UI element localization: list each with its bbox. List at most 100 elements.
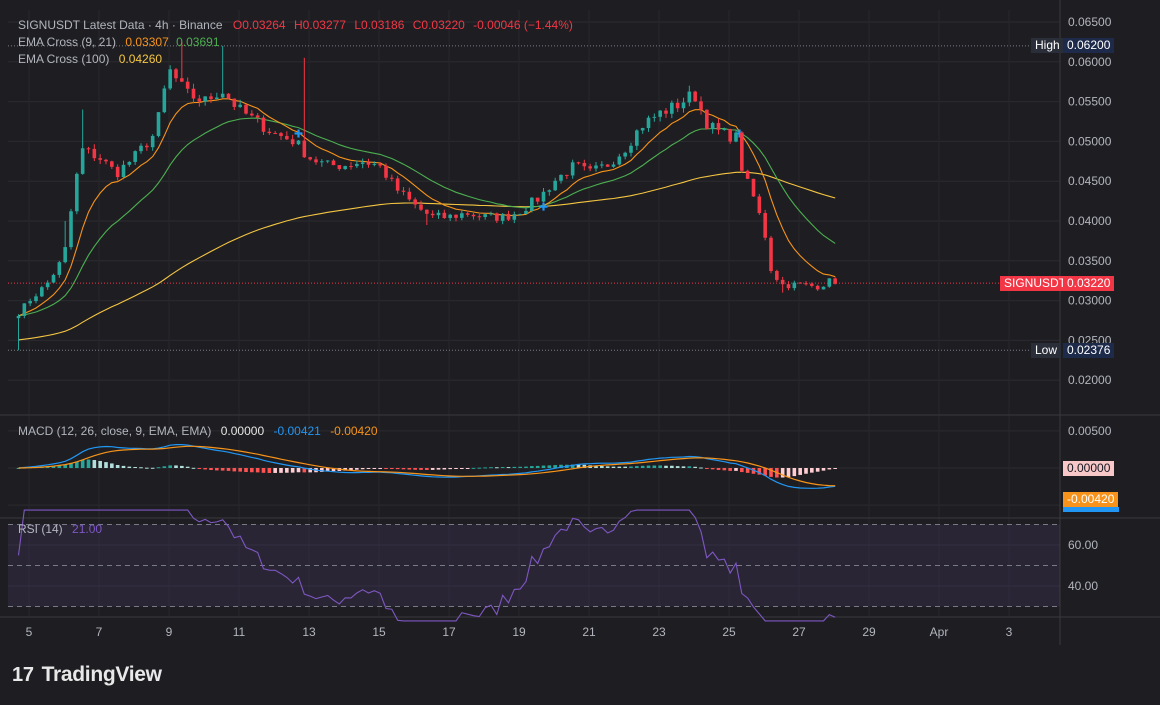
candle-body (477, 216, 482, 218)
candle-body (780, 279, 785, 285)
ema-cross-legend[interactable]: EMA Cross (9, 21) 0.03307 0.03691 (18, 35, 220, 49)
macd-hist-bar (355, 468, 359, 470)
macd-hist-bar (524, 466, 528, 468)
candle-body (495, 213, 499, 221)
candle-body (104, 159, 108, 162)
macd-hist-bar (541, 465, 546, 468)
macd-hist-bar (197, 468, 202, 469)
candle-body (705, 109, 709, 130)
candle-body (401, 190, 406, 192)
price-tick-label: 0.06500 (1068, 15, 1112, 29)
cross-marker (294, 129, 303, 138)
time-tick-label: 27 (792, 625, 806, 639)
candle-body (792, 282, 797, 289)
macd-hist-bar (675, 466, 680, 468)
macd-hist-bar (436, 468, 441, 470)
macd-hist-bar (734, 468, 738, 471)
macd-hist-bar (238, 468, 242, 472)
macd-hist-bar (209, 468, 213, 471)
price-tick-label: 0.05500 (1068, 95, 1112, 109)
candle-body (728, 128, 732, 142)
macd-hist-bar (325, 468, 330, 472)
macd-hist-bar (51, 465, 56, 468)
macd-hist-bar (582, 464, 587, 468)
symbol-tag: SIGNUSDT (1000, 276, 1071, 291)
candle-body (594, 165, 598, 169)
tradingview-mark-icon: 17 (12, 663, 34, 686)
macd-hist-bar (594, 465, 598, 468)
candle-body (51, 274, 56, 283)
candle-body (372, 163, 377, 165)
macd-hist-bar (168, 465, 172, 468)
macd-hist-bar (203, 468, 207, 470)
macd-hist-bar (804, 468, 808, 474)
candle-body (500, 213, 505, 221)
candle-body (629, 145, 633, 153)
candle-body (63, 247, 67, 263)
macd-hist-bar (395, 468, 400, 470)
macd-hist-bar (512, 466, 517, 468)
candle-body (308, 157, 312, 160)
symbol-line: SIGNUSDT Latest Data · 4h · Binance (18, 18, 223, 32)
macd-hist-bar (127, 466, 132, 468)
ema100-legend[interactable]: EMA Cross (100) 0.04260 (18, 52, 162, 66)
macd-hist-bar (255, 468, 260, 473)
candle-body (320, 161, 324, 163)
candle-body (16, 315, 21, 319)
macd-hist-bar (104, 462, 108, 468)
macd-hist-bar (290, 468, 295, 473)
macd-hist-bar (80, 459, 85, 468)
rsi-tick-label: 40.00 (1068, 579, 1098, 593)
macd-hist-bar (740, 468, 744, 473)
candle-body (815, 285, 820, 290)
open-value: O0.03264 (232, 18, 286, 32)
macd-hist-bar (401, 468, 406, 470)
macd-hist-bar (174, 465, 178, 468)
time-tick-label: 25 (722, 625, 736, 639)
macd-hist-bar (699, 467, 703, 469)
candle-body (524, 210, 528, 215)
macd-hist-bar (687, 466, 692, 468)
candle-body (635, 130, 639, 146)
macd-hist-bar (215, 468, 219, 471)
macd-hist-bar (611, 466, 616, 468)
macd-hist-bar (232, 468, 237, 472)
time-tick-label: 11 (233, 625, 246, 639)
macd-hist-bar (419, 468, 423, 470)
macd-hist-bar (535, 465, 540, 468)
candle-body (314, 159, 318, 163)
macd-hist-bar (366, 468, 371, 469)
low-tag-value: 0.02376 (1063, 343, 1115, 358)
macd-hist-bar (63, 464, 67, 468)
candle-body (804, 283, 808, 285)
candle-body (390, 177, 394, 179)
ema-fast-line (18, 98, 836, 317)
macd-hist-bar (75, 461, 79, 468)
macd-hist-bar (786, 468, 791, 478)
tradingview-logo[interactable]: 17 TradingView (12, 663, 162, 687)
macd-hist-bar (390, 468, 394, 469)
macd-hist-bar (244, 468, 248, 473)
rsi-pane (17, 509, 836, 622)
candle-body (646, 117, 651, 129)
macd-hist-bar (133, 466, 137, 468)
candle-body (559, 174, 563, 181)
ema100-value: 0.04260 (118, 52, 163, 66)
rsi-legend[interactable]: RSI (14) 21.00 (18, 522, 102, 536)
time-tick-label: 7 (96, 625, 103, 639)
macd-hist-bar (810, 468, 814, 473)
macd-hist-bar (360, 468, 365, 470)
macd-hist-bar (308, 468, 312, 473)
candle-body (693, 91, 697, 102)
candle-body (570, 162, 575, 176)
candle-body (786, 284, 791, 289)
macd-hist-bar (547, 465, 552, 468)
candle-body (454, 214, 458, 218)
macd-hist-bar (769, 468, 773, 477)
macd-hist-bar (705, 468, 709, 469)
candle-body (86, 148, 91, 150)
macd-legend[interactable]: MACD (12, 26, close, 9, EMA, EMA) 0.0000… (18, 424, 378, 438)
candle-body (442, 212, 447, 219)
candle-body (337, 165, 342, 170)
